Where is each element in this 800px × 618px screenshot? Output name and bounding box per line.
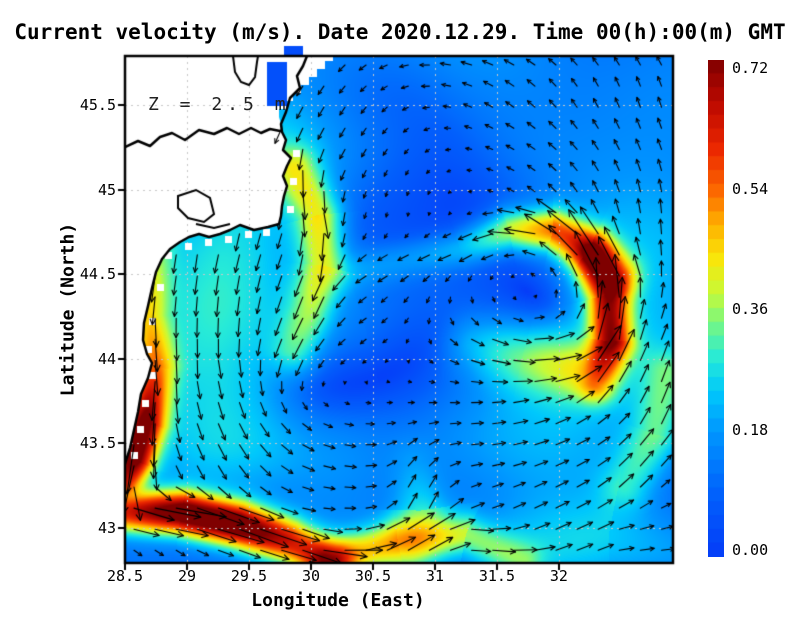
x-tick-label-31.5: 31.5 xyxy=(478,567,515,585)
y-tick-label-45.5: 45.5 xyxy=(79,96,116,114)
x-tick-label-28.5: 28.5 xyxy=(106,567,144,585)
x-tick-label-29: 29 xyxy=(177,567,197,585)
y-tick-label-44: 44 xyxy=(97,349,116,368)
x-tick-label-32: 32 xyxy=(549,567,568,585)
colorbar-tick-label-0.18: 0.18 xyxy=(732,420,769,439)
x-tick-label-30.5: 30.5 xyxy=(354,567,392,585)
colorbar xyxy=(708,60,724,557)
y-tick-label-43: 43 xyxy=(97,518,116,537)
y-tick-label-44.5: 44.5 xyxy=(79,265,116,283)
x-tick-label-29.5: 29.5 xyxy=(230,567,268,585)
x-axis-label: Longitude (East) xyxy=(251,590,425,611)
x-tick-label-30: 30 xyxy=(301,567,320,585)
colorbar-tick-label-0.00: 0.00 xyxy=(732,541,769,559)
colorbar-tick-label-0.36: 0.36 xyxy=(732,300,769,318)
y-tick-label-43.5: 43.5 xyxy=(79,434,116,452)
y-tick-label-45: 45 xyxy=(97,180,116,199)
colorbar-tick-label-0.54: 0.54 xyxy=(732,179,769,198)
colorbar-tick-label-0.72: 0.72 xyxy=(732,59,769,77)
y-axis-label: Latitude (North) xyxy=(57,222,79,397)
depth-annotation: Z = 2.5 m xyxy=(148,94,291,115)
x-tick-label-31: 31 xyxy=(425,567,444,585)
